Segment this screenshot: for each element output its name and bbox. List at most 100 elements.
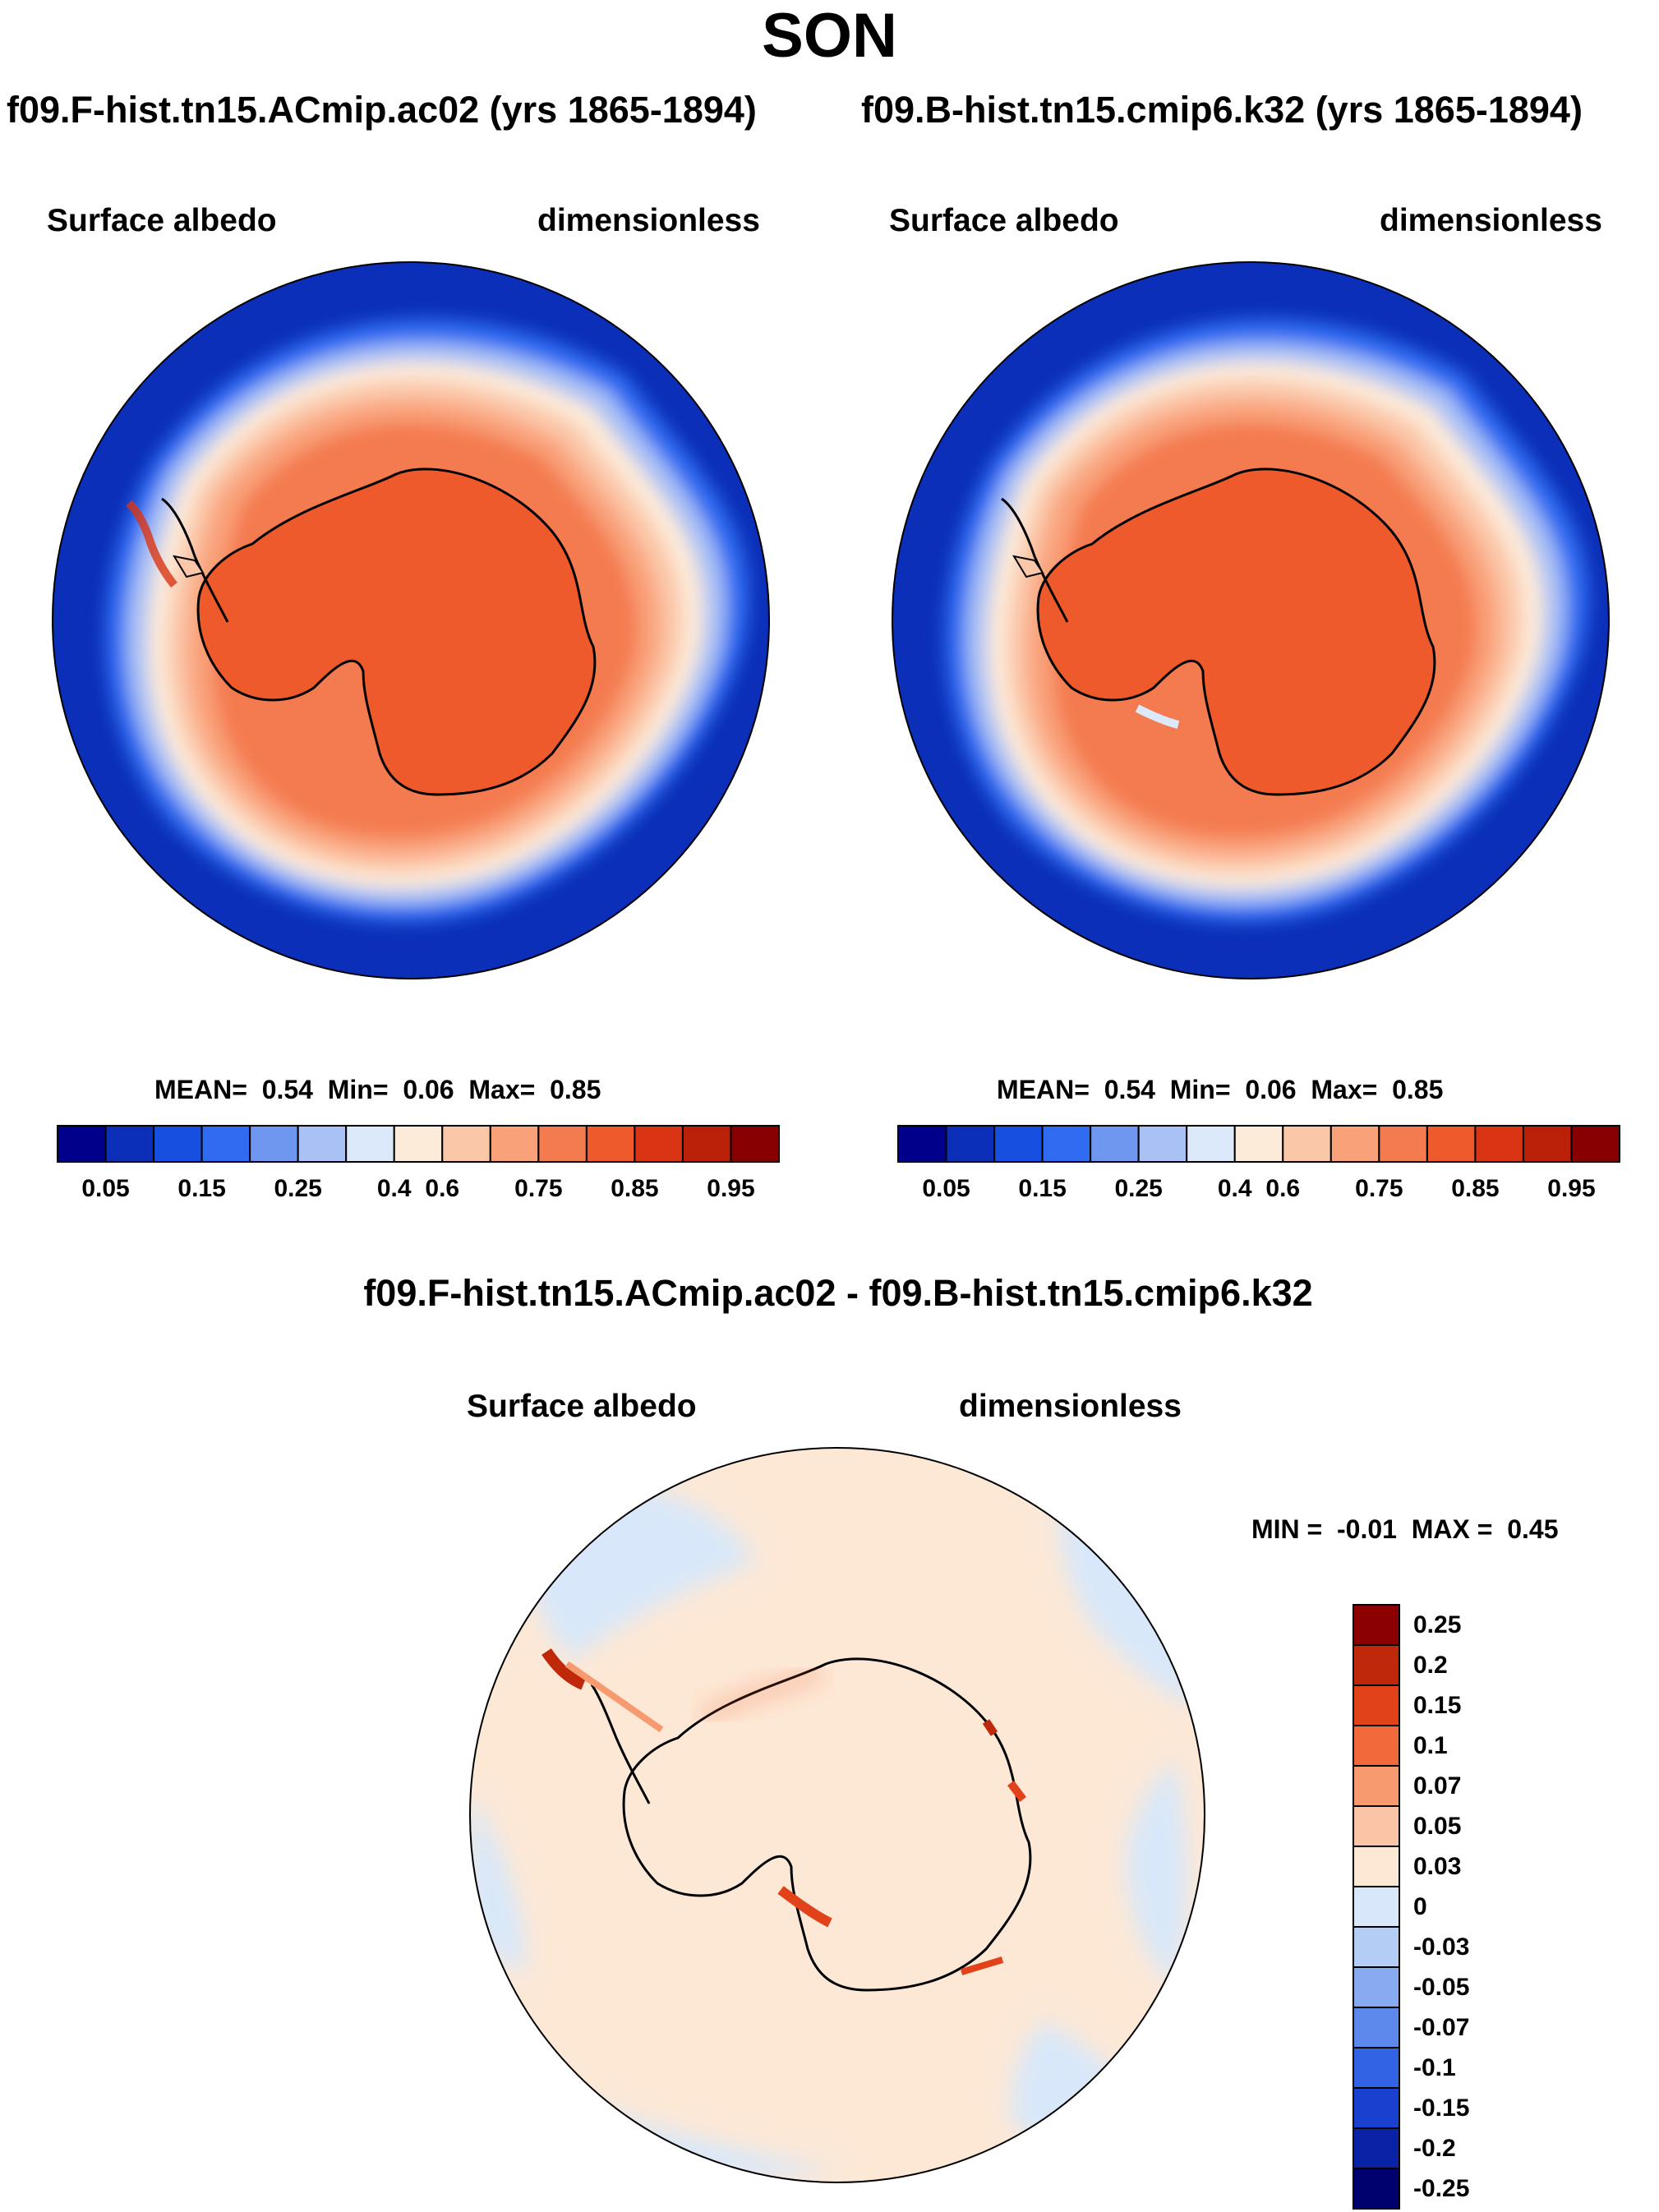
colorbar-tick-label: 0.95 bbox=[707, 1175, 755, 1202]
colorbar-swatch bbox=[249, 1125, 299, 1163]
colorbar-swatch bbox=[1137, 1125, 1188, 1163]
colorbar-tick-label: 0.05 bbox=[1413, 1812, 1462, 1840]
colorbar-swatch bbox=[1353, 1805, 1400, 1847]
page-title: SON bbox=[762, 1, 897, 71]
colorbar-swatch bbox=[1353, 2087, 1400, 2129]
colorbar-swatch bbox=[1353, 2127, 1400, 2169]
diff-colorbar bbox=[1353, 1604, 1400, 2210]
panel-1-case-title: f09.F-hist.tn15.ACmip.ac02 (yrs 1865-189… bbox=[7, 89, 757, 131]
colorbar-tick-label: 0.4 bbox=[376, 1175, 412, 1202]
colorbar-swatch bbox=[393, 1125, 444, 1163]
panel-2-case-title: f09.B-hist.tn15.cmip6.k32 (yrs 1865-1894… bbox=[861, 89, 1583, 131]
colorbar-swatch bbox=[1353, 1926, 1400, 1968]
diff-units-label: dimensionless bbox=[959, 1389, 1182, 1424]
colorbar-swatch bbox=[1426, 1125, 1477, 1163]
diff-variable-label: Surface albedo bbox=[467, 1389, 697, 1424]
panel-2-colorbar-ticks: 0.05 0.15 0.25 0.4 0.6 0.75 0.85 0.95 bbox=[898, 1175, 1620, 1208]
panel-2-stats: MEAN= 0.54 Min= 0.06 Max= 0.85 bbox=[997, 1075, 1444, 1104]
colorbar-swatch bbox=[1353, 1684, 1400, 1726]
colorbar-tick-label: -0.1 bbox=[1413, 2053, 1456, 2081]
colorbar-tick-label: 0.25 bbox=[1114, 1175, 1163, 1202]
colorbar-tick-label: 0.85 bbox=[611, 1175, 659, 1202]
colorbar-swatch bbox=[104, 1125, 155, 1163]
colorbar-tick-label: 0.1 bbox=[1413, 1731, 1448, 1759]
colorbar-swatch bbox=[585, 1125, 636, 1163]
panel-2-polar-map bbox=[892, 261, 1610, 979]
colorbar-tick-label: 0 bbox=[1413, 1892, 1427, 1920]
colorbar-tick-label: -0.25 bbox=[1413, 2174, 1470, 2202]
colorbar-tick-label: 0.25 bbox=[274, 1175, 322, 1202]
colorbar-swatch bbox=[1353, 1765, 1400, 1807]
colorbar-swatch bbox=[537, 1125, 588, 1163]
colorbar-swatch bbox=[730, 1125, 781, 1163]
colorbar-swatch bbox=[57, 1125, 107, 1163]
colorbar-swatch bbox=[1378, 1125, 1428, 1163]
colorbar-swatch bbox=[1353, 1846, 1400, 1887]
panel-2-variable-label: Surface albedo bbox=[889, 203, 1119, 238]
panel-2-units-label: dimensionless bbox=[1380, 203, 1602, 238]
antarctica-coastline bbox=[196, 468, 597, 796]
colorbar-swatch bbox=[1090, 1125, 1140, 1163]
colorbar-swatch bbox=[1353, 1644, 1400, 1686]
panel-1-colorbar bbox=[57, 1125, 781, 1163]
map-border bbox=[52, 261, 770, 979]
colorbar-swatch bbox=[1474, 1125, 1524, 1163]
colorbar-swatch bbox=[1353, 1966, 1400, 2008]
colorbar-swatch bbox=[441, 1125, 491, 1163]
diff-polar-map bbox=[469, 1447, 1205, 2183]
diff-minmax: MIN = -0.01 MAX = 0.45 bbox=[1251, 1514, 1559, 1544]
colorbar-swatch bbox=[1353, 2047, 1400, 2089]
colorbar-swatch bbox=[1353, 2168, 1400, 2210]
colorbar-tick-label: 0.4 bbox=[1217, 1175, 1252, 1202]
panel-1-stats: MEAN= 0.54 Min= 0.06 Max= 0.85 bbox=[154, 1075, 601, 1104]
panel-1-units-label: dimensionless bbox=[537, 203, 760, 238]
colorbar-tick-label: 0.6 bbox=[1265, 1175, 1301, 1202]
colorbar-tick-label: 0.05 bbox=[922, 1175, 970, 1202]
colorbar-swatch bbox=[993, 1125, 1044, 1163]
colorbar-tick-label: 0.15 bbox=[177, 1175, 226, 1202]
colorbar-swatch bbox=[945, 1125, 996, 1163]
colorbar-swatch bbox=[634, 1125, 684, 1163]
colorbar-tick-label: 0.6 bbox=[425, 1175, 460, 1202]
colorbar-swatch bbox=[1233, 1125, 1284, 1163]
panel-1-polar-map bbox=[52, 261, 770, 979]
panel-2-colorbar bbox=[897, 1125, 1621, 1163]
panel-1-colorbar-ticks: 0.05 0.15 0.25 0.4 0.6 0.75 0.85 0.95 bbox=[58, 1175, 779, 1208]
colorbar-tick-label: -0.05 bbox=[1413, 1973, 1470, 2001]
colorbar-tick-label: 0.85 bbox=[1451, 1175, 1500, 1202]
colorbar-tick-label: -0.07 bbox=[1413, 2013, 1470, 2041]
colorbar-tick-label: 0.15 bbox=[1018, 1175, 1067, 1202]
diff-antarctica-coastline bbox=[622, 1657, 1032, 1992]
colorbar-swatch bbox=[1186, 1125, 1236, 1163]
colorbar-swatch bbox=[1570, 1125, 1621, 1163]
colorbar-tick-label: 0.05 bbox=[81, 1175, 130, 1202]
colorbar-tick-label: -0.03 bbox=[1413, 1933, 1470, 1961]
colorbar-swatch bbox=[1330, 1125, 1380, 1163]
colorbar-tick-label: 0.75 bbox=[1355, 1175, 1403, 1202]
colorbar-swatch bbox=[1522, 1125, 1573, 1163]
panel-1-variable-label: Surface albedo bbox=[47, 203, 277, 238]
colorbar-tick-label: -0.2 bbox=[1413, 2134, 1456, 2162]
colorbar-swatch bbox=[200, 1125, 251, 1163]
diff-colorbar-ticks: 0.25 0.2 0.15 0.1 0.07 0.05 0.03 0 -0.03 -0.05 -0.… bbox=[1413, 1605, 1512, 2209]
colorbar-swatch bbox=[1282, 1125, 1332, 1163]
colorbar-swatch bbox=[1353, 2007, 1400, 2048]
colorbar-swatch bbox=[1041, 1125, 1092, 1163]
diff-panel-title: f09.F-hist.tn15.ACmip.ac02 - f09.B-hist.… bbox=[363, 1272, 1313, 1314]
colorbar-tick-label: 0.15 bbox=[1413, 1691, 1462, 1719]
colorbar-swatch bbox=[345, 1125, 395, 1163]
colorbar-tick-label: 0.2 bbox=[1413, 1651, 1448, 1679]
colorbar-tick-label: 0.75 bbox=[514, 1175, 563, 1202]
colorbar-tick-label: 0.25 bbox=[1413, 1611, 1462, 1638]
colorbar-swatch bbox=[153, 1125, 203, 1163]
colorbar-tick-label: -0.15 bbox=[1413, 2094, 1470, 2122]
colorbar-swatch bbox=[297, 1125, 348, 1163]
colorbar-swatch bbox=[897, 1125, 947, 1163]
colorbar-swatch bbox=[681, 1125, 732, 1163]
colorbar-swatch bbox=[1353, 1725, 1400, 1767]
colorbar-tick-label: 0.03 bbox=[1413, 1852, 1462, 1880]
colorbar-swatch bbox=[1353, 1886, 1400, 1928]
colorbar-swatch bbox=[489, 1125, 540, 1163]
colorbar-tick-label: 0.95 bbox=[1547, 1175, 1596, 1202]
colorbar-tick-label: 0.07 bbox=[1413, 1772, 1462, 1800]
